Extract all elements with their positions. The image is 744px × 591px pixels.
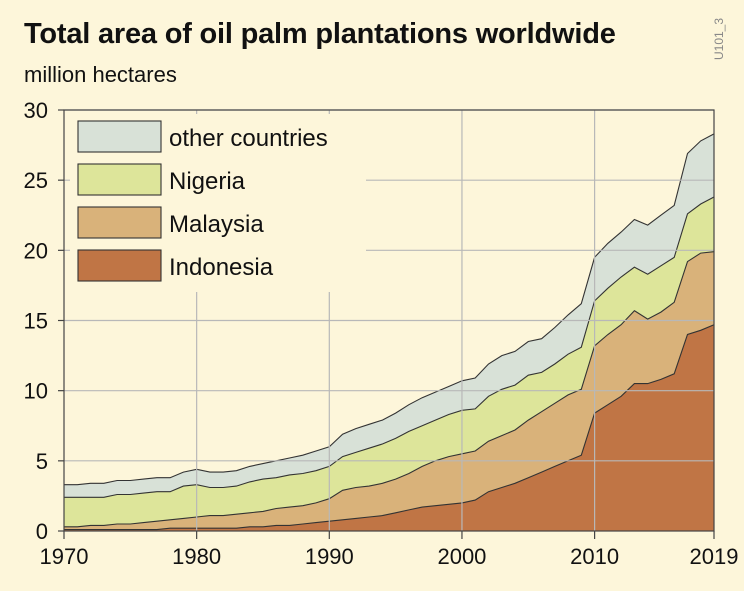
area-malaysia (64, 251, 714, 530)
y-axis-unit: million hectares (24, 62, 177, 87)
line-malaysia (64, 251, 715, 528)
axes: 0 5 10 15 20 25 30 1970 1980 1990 2000 2010 2019 (24, 98, 739, 569)
y-tick-label: 20 (24, 238, 48, 263)
legend-label: Malaysia (169, 211, 264, 238)
legend-swatch (77, 249, 162, 282)
x-tick-label: 1990 (305, 544, 354, 569)
legend-swatch (77, 206, 162, 239)
x-tick-label: 1980 (172, 544, 221, 569)
legend-swatch (77, 163, 162, 196)
y-tick-label: 15 (24, 309, 48, 334)
x-tick-label: 1970 (40, 544, 89, 569)
chart-title: Total area of oil palm plantations world… (24, 18, 616, 50)
area-other-countries (64, 133, 714, 498)
area-indonesia (64, 324, 714, 531)
x-tick-label: 2010 (570, 544, 619, 569)
y-tick-label: 5 (36, 449, 48, 474)
y-tick-label: 0 (36, 519, 48, 544)
legend-label: other countries (169, 125, 328, 152)
y-tick-label: 30 (24, 98, 48, 123)
legend-label: Nigeria (169, 168, 246, 195)
x-tick-label: 2019 (690, 544, 739, 569)
line-nigeria (64, 196, 715, 498)
legend: other countries Nigeria Malaysia Indonesia (70, 114, 366, 292)
y-tick-label: 10 (24, 379, 48, 404)
line-indonesia (64, 324, 715, 531)
legend-swatch (77, 120, 162, 153)
line-other-countries (64, 133, 715, 486)
x-tick-label: 2000 (437, 544, 486, 569)
y-tick-label: 25 (24, 168, 48, 193)
legend-label: Indonesia (169, 254, 274, 281)
